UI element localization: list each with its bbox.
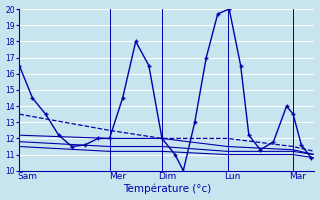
- X-axis label: Température (°c): Température (°c): [123, 184, 211, 194]
